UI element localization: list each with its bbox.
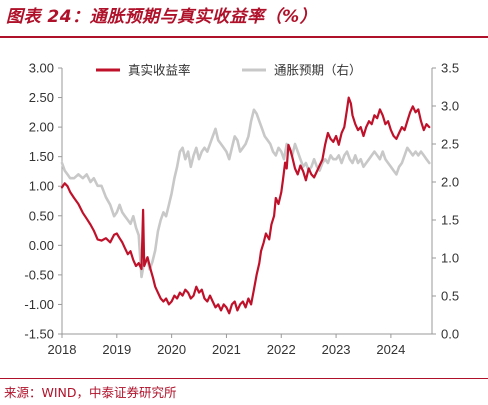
series-lines (60, 96, 431, 315)
x-tick-label: 2018 (48, 342, 77, 357)
footer-rule (0, 378, 488, 379)
legend-item-real-yield: 真实收益率 (96, 63, 191, 78)
left-tick-label: 2.50 (29, 90, 54, 105)
left-tick-label: -0.50 (24, 267, 54, 282)
figure-title: 图表 24：通胀预期与真实收益率（%） (6, 7, 318, 27)
legend-label: 真实收益率 (128, 63, 191, 78)
left-tick-label: 3.00 (29, 61, 54, 76)
series-line-inflation-expectation (60, 108, 431, 279)
legend-label: 通胀预期（右） (274, 63, 362, 78)
x-tick-label: 2020 (157, 342, 186, 357)
right-tick-label: 0.0 (441, 327, 459, 342)
title-underline (0, 36, 488, 38)
x-tick-label: 2024 (376, 342, 405, 357)
right-tick-label: 1.0 (441, 251, 459, 266)
left-tick-label: 2.00 (29, 120, 54, 135)
right-tick-label: 0.5 (441, 289, 459, 304)
x-tick-label: 2019 (102, 342, 131, 357)
series-line-real-yield (60, 96, 431, 315)
right-tick-label: 1.5 (441, 213, 459, 228)
x-tick-label: 2023 (322, 342, 351, 357)
line-chart: 3.00 2.50 2.00 1.50 1.00 0.50 0.00 -0.50 -1.00 -1… (24, 61, 459, 358)
source-note: 来源：WIND，中泰证券研究所 (4, 385, 177, 400)
left-tick-label: 0.00 (29, 238, 54, 253)
left-tick-label: -1.50 (24, 327, 54, 342)
chart-legend: 真实收益率 通胀预期（右） (96, 63, 362, 78)
right-tick-label: 2.0 (441, 175, 459, 190)
right-tick-label: 2.5 (441, 137, 459, 152)
chart-axes: 3.00 2.50 2.00 1.50 1.00 0.50 0.00 -0.50 -1.00 -1… (24, 61, 459, 358)
x-tick-label: 2022 (267, 342, 296, 357)
left-tick-label: 1.50 (29, 149, 54, 164)
right-tick-label: 3.5 (441, 61, 459, 76)
x-tick-label: 2021 (212, 342, 241, 357)
right-tick-label: 3.0 (441, 99, 459, 114)
left-tick-label: 0.50 (29, 208, 54, 223)
legend-item-inflation-expectation: 通胀预期（右） (242, 63, 362, 78)
left-tick-label: 1.00 (29, 179, 54, 194)
left-tick-label: -1.00 (24, 297, 54, 312)
